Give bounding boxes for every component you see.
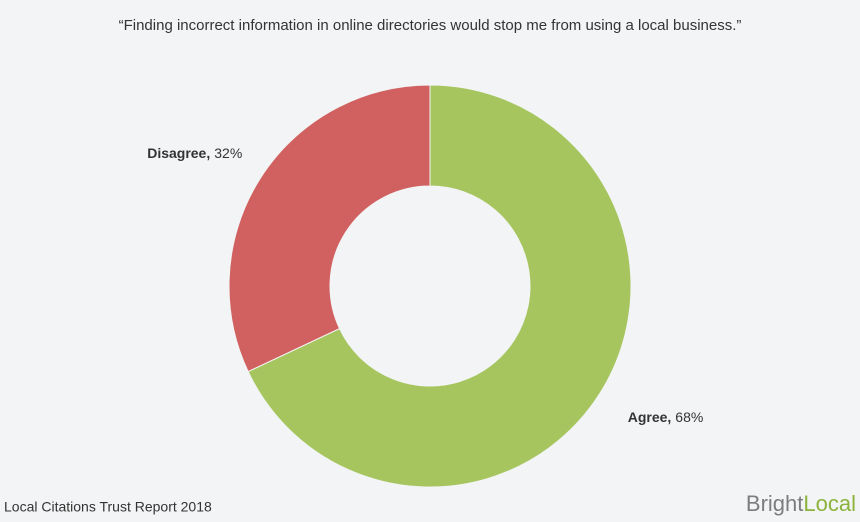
logo-part: Bright [746, 491, 803, 516]
logo: BrightLocal [746, 491, 856, 516]
donut-slice [247, 84, 632, 488]
data-label: Agree, 68% [628, 409, 704, 425]
value-label: 68% [675, 409, 703, 425]
source: Local Citations Trust Report 2018 [4, 499, 212, 515]
category-label: Agree, [628, 409, 672, 425]
chart-title: “Finding incorrect information in online… [119, 17, 742, 34]
donut-slice [228, 84, 431, 373]
data-label: Disagree, 32% [147, 145, 242, 161]
logo-part: Local [803, 491, 856, 516]
category-label: Disagree, [147, 145, 210, 161]
value-label: 32% [214, 145, 242, 161]
